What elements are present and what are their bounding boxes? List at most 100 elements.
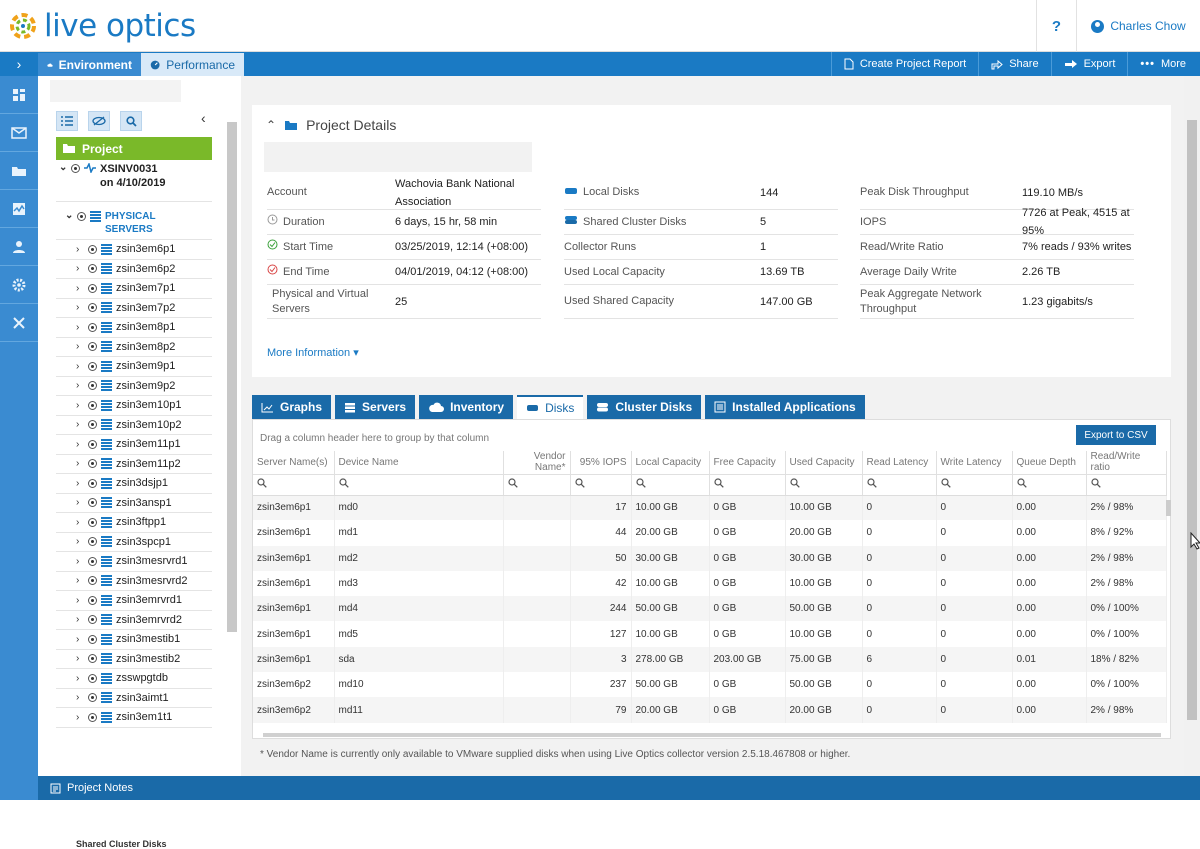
project-node[interactable]: Project xyxy=(56,137,212,160)
tab-servers[interactable]: Servers xyxy=(335,395,416,419)
expand-nav-chevron-icon[interactable]: › xyxy=(16,56,22,72)
grid-vertical-scrollbar[interactable] xyxy=(1166,500,1171,516)
chevron-right-icon[interactable]: › xyxy=(76,360,80,372)
column-filter-cell[interactable] xyxy=(709,474,786,496)
radio-icon[interactable] xyxy=(88,673,97,683)
column-header[interactable]: Read/Write ratio xyxy=(1086,451,1167,475)
radio-icon[interactable] xyxy=(88,712,97,722)
help-button[interactable]: ? xyxy=(1036,0,1076,52)
chevron-right-icon[interactable]: › xyxy=(76,594,80,606)
radio-icon[interactable] xyxy=(88,576,97,586)
radio-icon[interactable] xyxy=(88,381,97,391)
shared-cluster-disks-node[interactable]: Shared Cluster Disks xyxy=(76,839,167,849)
radio-icon[interactable] xyxy=(77,212,86,221)
folder-icon[interactable] xyxy=(0,152,38,190)
radio-icon[interactable] xyxy=(88,459,97,469)
share-button[interactable]: Share xyxy=(978,52,1050,76)
dashboard-icon[interactable] xyxy=(0,76,38,114)
sidebar-server-item[interactable]: › zsin3dsjp1 xyxy=(56,474,212,494)
sidebar-server-item[interactable]: › zsin3em6p1 xyxy=(56,240,212,260)
table-row[interactable]: zsin3em6p2 md11 79 20.00 GB 0 GB 20.00 GB 0 0 0.… xyxy=(253,697,1167,723)
sidebar-server-item[interactable]: › zsin3em7p1 xyxy=(56,279,212,299)
column-filter-cell[interactable] xyxy=(862,474,937,496)
mail-icon[interactable] xyxy=(0,114,38,152)
sidebar-server-item[interactable]: › zsin3em8p2 xyxy=(56,338,212,357)
table-row[interactable]: zsin3em6p1 md5 127 10.00 GB 0 GB 10.00 GB 0 0 0.… xyxy=(253,621,1167,647)
radio-icon[interactable] xyxy=(88,615,97,625)
tab-disks[interactable]: Disks xyxy=(517,395,584,419)
radio-icon[interactable] xyxy=(88,361,97,371)
radio-icon[interactable] xyxy=(88,420,97,430)
column-header[interactable]: Queue Depth xyxy=(1012,451,1087,475)
radio-icon[interactable] xyxy=(71,164,80,173)
tab-graphs[interactable]: Graphs xyxy=(252,395,332,419)
gear-icon[interactable] xyxy=(0,266,38,304)
chevron-down-icon[interactable]: ⌄ xyxy=(65,210,74,221)
table-row[interactable]: zsin3em6p1 md2 50 30.00 GB 0 GB 30.00 GB 0 0 0.0… xyxy=(253,545,1167,571)
project-notes-bar[interactable]: Project Notes xyxy=(38,776,1200,800)
sidebar-server-item[interactable]: › zsin3mestib2 xyxy=(56,650,212,669)
radio-icon[interactable] xyxy=(88,498,97,508)
chevron-right-icon[interactable]: › xyxy=(76,516,80,528)
sidebar-server-item[interactable]: › zsin3em10p1 xyxy=(56,396,212,416)
table-row[interactable]: zsin3em6p2 md10 237 50.00 GB 0 GB 50.00 GB 0 0 0… xyxy=(253,672,1167,698)
radio-icon[interactable] xyxy=(88,595,97,605)
sidebar-server-item[interactable]: › zsin3em8p1 xyxy=(56,318,212,338)
create-project-report-button[interactable]: Create Project Report xyxy=(830,52,978,76)
export-to-csv-button[interactable]: Export to CSV xyxy=(1076,425,1156,445)
sidebar-server-item[interactable]: › zsin3aimt1 xyxy=(56,689,212,708)
chevron-up-icon[interactable]: ⌃ xyxy=(266,118,277,132)
chevron-right-icon[interactable]: › xyxy=(76,302,80,314)
chevron-right-icon[interactable]: › xyxy=(76,419,80,431)
sidebar-server-item[interactable]: › zsin3emrvrd2 xyxy=(56,611,212,630)
table-row[interactable]: zsin3em6p1 md1 44 20.00 GB 0 GB 20.00 GB 0 0 0.0… xyxy=(253,520,1167,546)
radio-icon[interactable] xyxy=(88,244,97,254)
grid-horizontal-scrollbar[interactable] xyxy=(263,733,1161,737)
sidebar-scrollbar[interactable] xyxy=(227,122,237,632)
chevron-right-icon[interactable]: › xyxy=(76,380,80,392)
sidebar-server-item[interactable]: › zsin3emrvrd1 xyxy=(56,591,212,611)
sidebar-server-item[interactable]: › zsin3ansp1 xyxy=(56,494,212,513)
radio-icon[interactable] xyxy=(88,517,97,527)
group-by-hint[interactable]: Drag a column header here to group by th… xyxy=(260,433,490,444)
column-filter-cell[interactable] xyxy=(503,474,571,496)
sidebar-server-item[interactable]: › zsswpgtdb xyxy=(56,669,212,689)
column-header[interactable]: Write Latency xyxy=(936,451,1013,475)
radio-icon[interactable] xyxy=(88,654,97,664)
chevron-right-icon[interactable]: › xyxy=(76,477,80,489)
list-view-icon[interactable] xyxy=(56,111,78,131)
chevron-right-icon[interactable]: › xyxy=(76,672,80,684)
column-header[interactable]: Server Name(s) xyxy=(253,451,335,475)
chevron-right-icon[interactable]: › xyxy=(76,263,80,275)
radio-icon[interactable] xyxy=(88,322,97,332)
table-row[interactable]: zsin3em6p1 sda 3 278.00 GB 203.00 GB 75.00 GB… xyxy=(253,646,1167,673)
column-header[interactable]: Used Capacity xyxy=(785,451,863,475)
table-row[interactable]: zsin3em6p1 md3 42 10.00 GB 0 GB 10.00 GB 0 0 0.0… xyxy=(253,570,1167,597)
user-icon[interactable] xyxy=(0,228,38,266)
chevron-right-icon[interactable]: › xyxy=(76,633,80,645)
sidebar-server-item[interactable]: › zsin3em10p2 xyxy=(56,416,212,435)
radio-icon[interactable] xyxy=(88,634,97,644)
chevron-right-icon[interactable]: › xyxy=(76,536,80,548)
tab-performance[interactable]: Performance xyxy=(141,53,244,76)
radio-icon[interactable] xyxy=(88,478,97,488)
radio-icon[interactable] xyxy=(88,283,97,293)
sidebar-server-item[interactable]: › zsin3ftpp1 xyxy=(56,513,212,533)
sidebar-server-item[interactable]: › zsin3em9p2 xyxy=(56,377,212,396)
column-header[interactable]: Local Capacity xyxy=(631,451,710,475)
chevron-right-icon[interactable]: › xyxy=(76,575,80,587)
column-filter-cell[interactable] xyxy=(936,474,1013,496)
table-row[interactable]: zsin3em6p1 md0 17 10.00 GB 0 GB 10.00 GB 0 0 0.0… xyxy=(253,495,1167,521)
radio-icon[interactable] xyxy=(88,537,97,547)
radio-icon[interactable] xyxy=(88,439,97,449)
radio-icon[interactable] xyxy=(88,693,97,703)
column-header[interactable]: Read Latency xyxy=(862,451,937,475)
column-header[interactable]: 95% IOPS xyxy=(570,451,632,475)
export-button[interactable]: Export xyxy=(1050,52,1128,76)
sidebar-server-item[interactable]: › zsin3mesrvrd2 xyxy=(56,572,212,591)
radio-icon[interactable] xyxy=(88,400,97,410)
physical-servers-node[interactable]: ⌄ PHYSICAL SERVERS xyxy=(56,202,212,240)
chevron-right-icon[interactable]: › xyxy=(76,321,80,333)
main-scrollbar-thumb[interactable] xyxy=(1187,120,1197,720)
hide-icon[interactable] xyxy=(88,111,110,131)
